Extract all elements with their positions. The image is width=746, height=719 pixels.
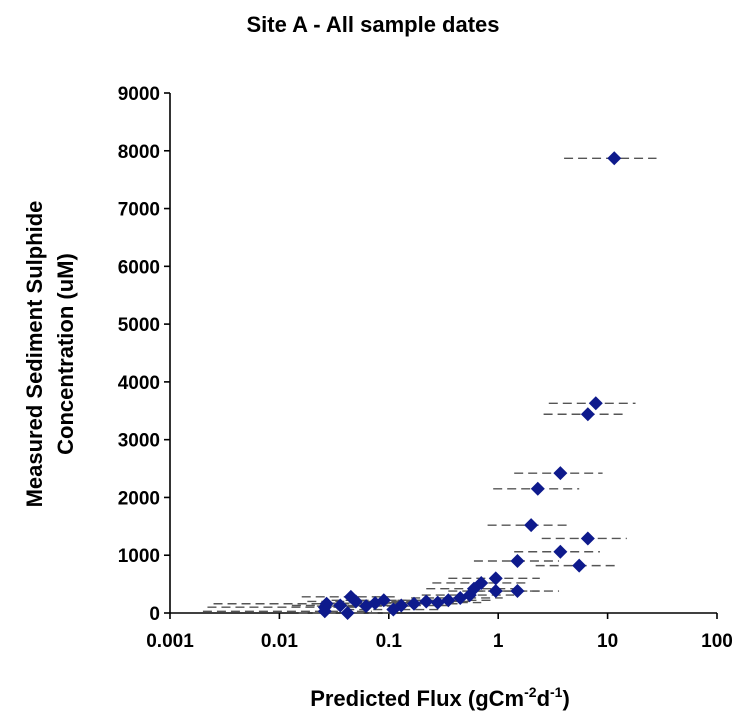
x-axis-label-end: ) xyxy=(562,686,569,711)
y-tick-label: 7000 xyxy=(118,200,160,221)
data-point xyxy=(453,590,468,605)
data-point xyxy=(317,604,332,619)
y-tick-label: 0 xyxy=(149,604,160,625)
y-tick-label: 4000 xyxy=(118,373,160,394)
data-point xyxy=(488,584,503,599)
axes xyxy=(169,93,717,614)
x-ticks: 0.001 0.01 0.1 1 10 100 xyxy=(146,613,733,652)
data-point xyxy=(580,407,595,422)
x-tick-label: 0.01 xyxy=(261,631,298,652)
y-tick-label: 3000 xyxy=(118,431,160,452)
y-tick-label: 6000 xyxy=(118,257,160,278)
x-axis-label-exp1: -2 xyxy=(524,684,537,700)
x-axis-label-exp2: -1 xyxy=(550,684,563,700)
x-axis-label-base: Predicted Flux (gCm xyxy=(310,686,524,711)
x-tick-label: 10 xyxy=(597,631,618,652)
data-point xyxy=(607,151,622,166)
y-tick-label: 5000 xyxy=(118,315,160,336)
data-points xyxy=(317,151,622,620)
y-axis-label: Measured Sediment Sulphide Concentration… xyxy=(22,201,78,508)
data-point xyxy=(333,598,348,613)
data-point xyxy=(430,595,445,610)
data-point xyxy=(553,544,568,559)
y-tick-label: 1000 xyxy=(118,546,160,567)
x-tick-label: 0.001 xyxy=(146,631,194,652)
y-tick-label: 8000 xyxy=(118,142,160,163)
data-point xyxy=(343,589,358,604)
data-point xyxy=(359,599,374,614)
data-point xyxy=(524,518,539,533)
x-axis-label: Predicted Flux (gCm-2d-1) xyxy=(310,684,570,711)
data-point xyxy=(340,606,355,620)
data-point xyxy=(419,594,434,609)
x-tick-label: 100 xyxy=(701,631,733,652)
data-point xyxy=(386,602,401,617)
x-axis-label-mid: d xyxy=(537,686,550,711)
data-point xyxy=(580,531,595,546)
data-point xyxy=(588,396,603,411)
data-point xyxy=(530,481,545,496)
data-point xyxy=(441,593,456,608)
y-ticks: 0 1000 2000 3000 4000 5000 6000 7000 8000 9000 xyxy=(118,84,170,625)
data-point xyxy=(488,571,503,586)
data-point xyxy=(510,584,525,599)
x-tick-label: 1 xyxy=(493,631,504,652)
chart-title: Site A - All sample dates xyxy=(246,12,499,37)
y-axis-label-line2: Concentration (uM) xyxy=(53,253,78,455)
data-point xyxy=(510,554,525,568)
y-tick-label: 9000 xyxy=(118,84,160,105)
y-axis-label-line1: Measured Sediment Sulphide xyxy=(22,201,47,508)
data-point xyxy=(407,596,422,611)
data-point xyxy=(572,558,587,573)
data-point xyxy=(553,466,568,481)
x-tick-label: 0.1 xyxy=(376,631,403,652)
y-tick-label: 2000 xyxy=(118,488,160,509)
